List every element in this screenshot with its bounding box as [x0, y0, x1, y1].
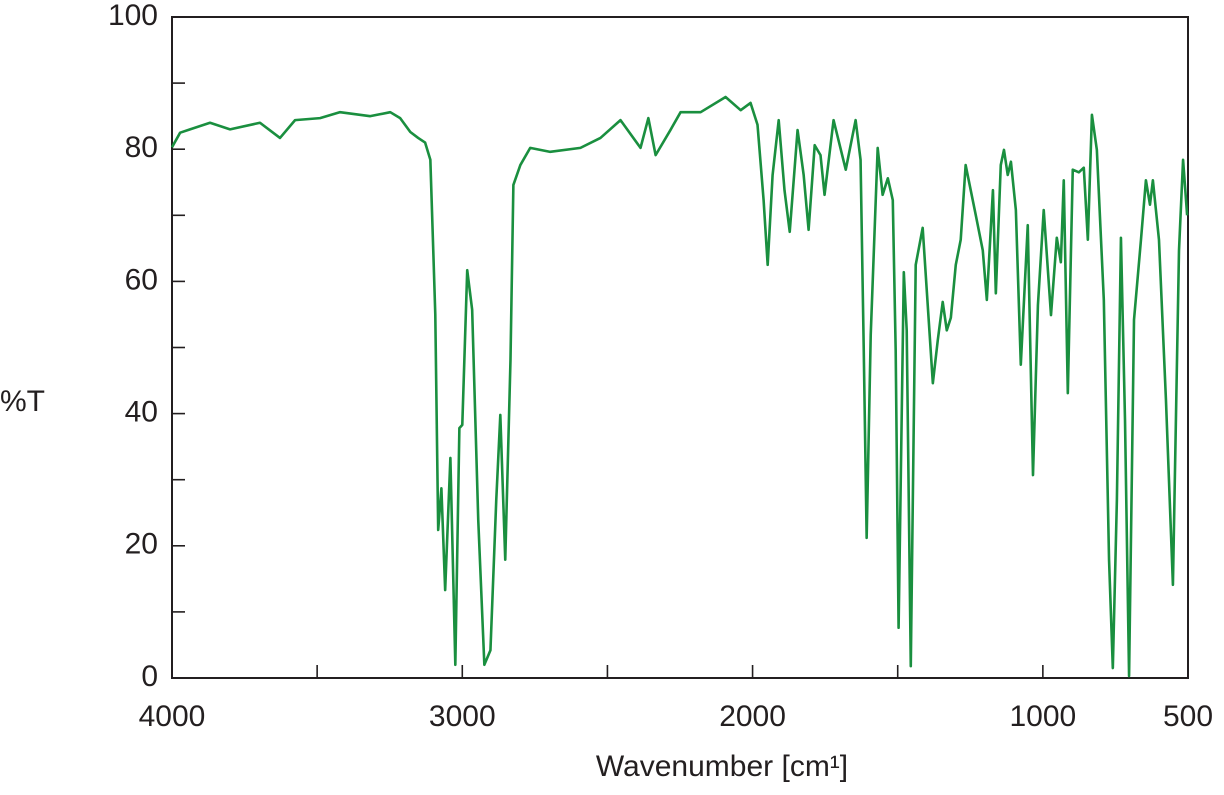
x-tick-label: 3000: [429, 700, 496, 733]
y-tick-label: 100: [108, 0, 158, 32]
spectrum-line: [170, 95, 1189, 678]
y-axis-label: %T: [0, 385, 45, 418]
x-axis-label: Wavenumber [cm¹]: [596, 750, 848, 783]
x-tick-label: 1000: [1009, 700, 1076, 733]
y-tick-label: 20: [125, 528, 158, 561]
x-tick-label: 500: [1163, 700, 1213, 733]
y-tick-label: 80: [125, 131, 158, 164]
y-tick-label: 0: [141, 660, 158, 693]
y-tick-label: 60: [125, 263, 158, 296]
x-tick-label: 4000: [139, 700, 206, 733]
x-tick-label: 2000: [719, 700, 786, 733]
y-tick-label: 40: [125, 396, 158, 429]
